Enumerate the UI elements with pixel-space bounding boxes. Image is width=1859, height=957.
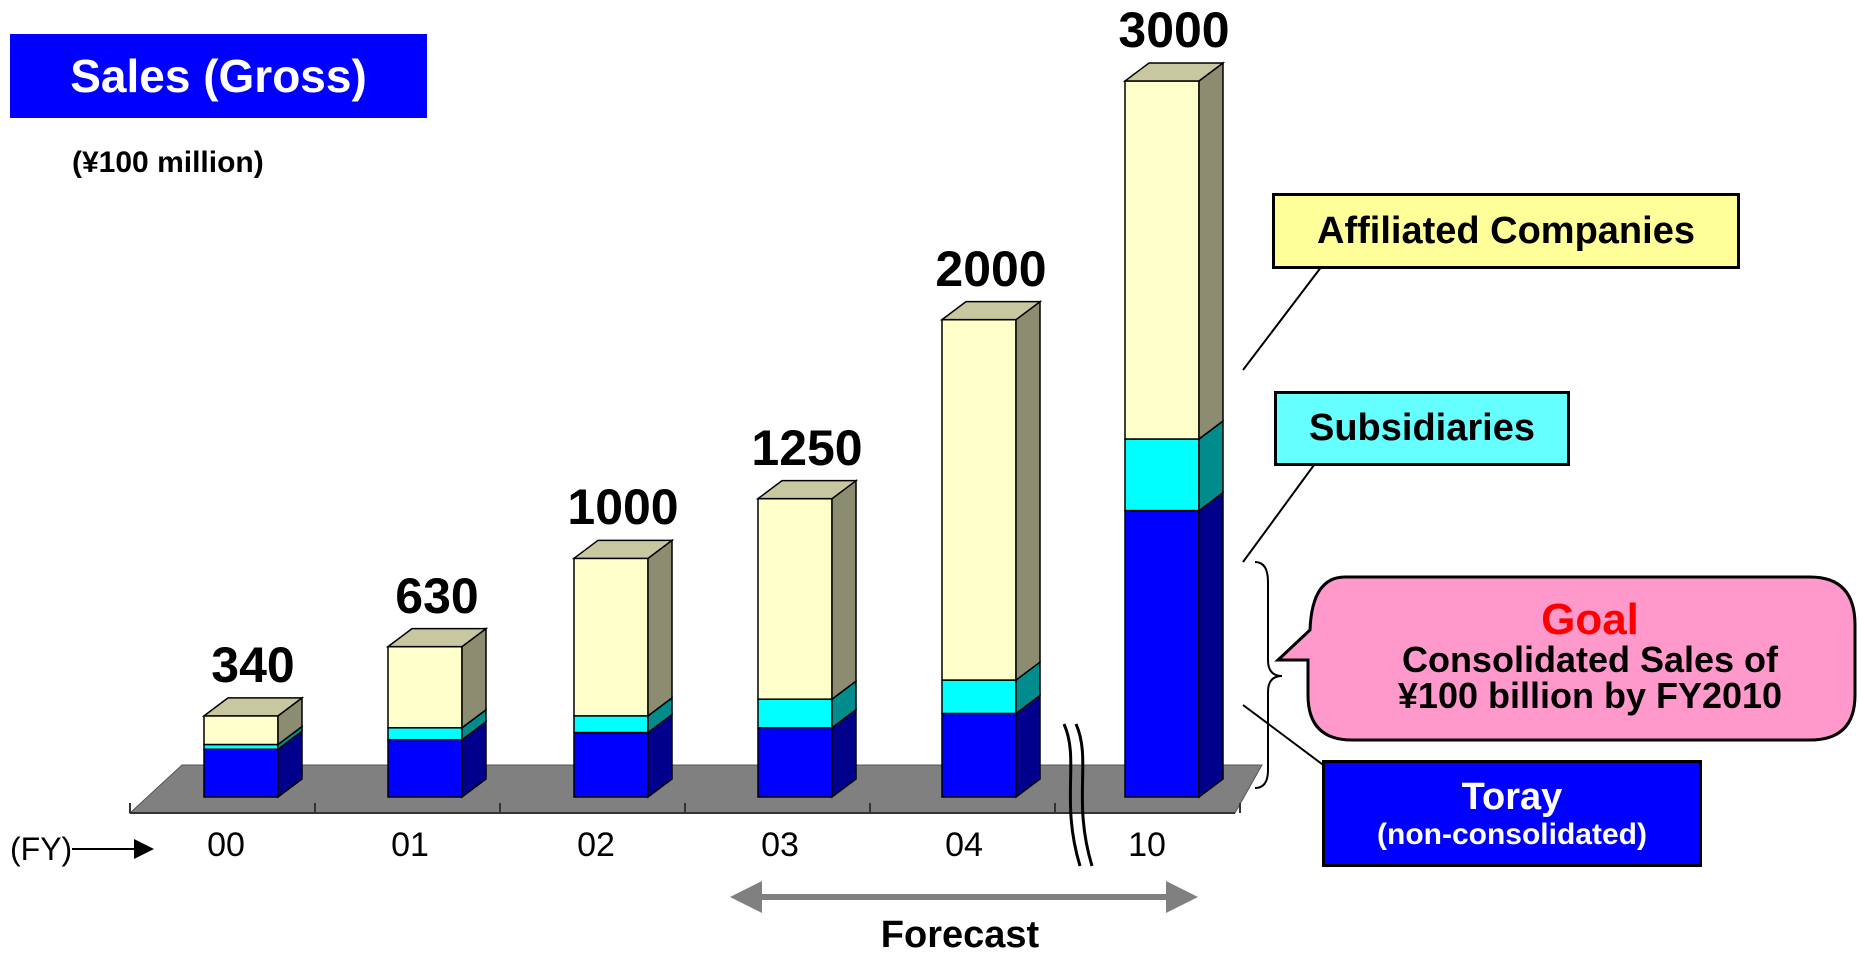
bar-01-toray-front xyxy=(387,738,463,798)
leader-subsidiaries xyxy=(1242,449,1326,563)
legend-subsidiaries: Subsidiaries xyxy=(1274,391,1570,466)
bar-10-toray-front xyxy=(1124,509,1200,798)
bar-04-top xyxy=(939,300,1043,321)
bar-10-affiliated-side xyxy=(1198,61,1224,441)
bar-00-top xyxy=(201,697,305,717)
legend-toray-line2: (non-consolidated) xyxy=(1377,817,1647,851)
bar-10-affiliated-front xyxy=(1124,80,1200,440)
legend-toray: Toray (non-consolidated) xyxy=(1322,760,1702,867)
bar-00-affiliated-front xyxy=(203,715,279,746)
fy-axis-label: (FY) xyxy=(10,831,73,867)
total-label-02: 1000 xyxy=(567,479,679,536)
total-label-03: 1250 xyxy=(751,419,863,476)
goal-callout-bubble xyxy=(1274,575,1857,742)
total-label-01: 630 xyxy=(395,567,479,624)
goal-line-2: ¥100 billion by FY2010 xyxy=(1397,675,1783,716)
bar-02-subsidiaries-front xyxy=(573,715,649,734)
bar-10-toray-side xyxy=(1198,491,1224,799)
chart-title: Sales (Gross) xyxy=(10,34,427,118)
total-label-00: 340 xyxy=(211,636,295,693)
category-label-04: 04 xyxy=(945,826,983,864)
forecast-arrow-right-head xyxy=(1166,881,1198,913)
bar-00-toray-front xyxy=(203,748,279,798)
category-label-01: 01 xyxy=(391,826,429,864)
bar-10-subsidiaries-front xyxy=(1124,438,1200,512)
bar-03-toray-front xyxy=(757,727,833,798)
bar-02-toray-front xyxy=(573,731,649,798)
bar-03-top xyxy=(755,479,859,500)
goal-line-1: Consolidated Sales of xyxy=(1401,639,1779,680)
category-label-10: 10 xyxy=(1128,826,1166,864)
bar-04-affiliated-front xyxy=(941,318,1017,681)
legend-toray-line1: Toray xyxy=(1461,775,1563,818)
total-label-04: 2000 xyxy=(935,240,1047,297)
category-label-03: 03 xyxy=(761,826,799,864)
bar-10-top xyxy=(1122,62,1226,82)
bar-03-affiliated-front xyxy=(757,497,833,700)
category-label-02: 02 xyxy=(577,826,615,864)
bar-01-affiliated-front xyxy=(387,645,463,729)
bar-01-subsidiaries-front xyxy=(387,727,463,741)
bar-04-toray-front xyxy=(941,712,1017,798)
forecast-arrow-left-head xyxy=(730,881,762,913)
goal-callout-text: Goal Consolidated Sales of ¥100 billion … xyxy=(1320,598,1859,714)
unit-label: (¥100 million) xyxy=(72,146,264,179)
bar-03-subsidiaries-front xyxy=(757,698,833,729)
bar-02-affiliated-side xyxy=(647,538,673,718)
bar-02-top xyxy=(571,539,675,560)
goal-title: Goal xyxy=(1541,595,1639,644)
axis-break-mark-1 xyxy=(1062,723,1082,867)
bar-02-affiliated-front xyxy=(573,557,649,717)
total-label-10: 3000 xyxy=(1118,2,1230,58)
category-label-00: 00 xyxy=(207,826,245,864)
bar-04-subsidiaries-front xyxy=(941,679,1017,715)
legend-affiliated-companies: Affiliated Companies xyxy=(1272,193,1740,269)
bar-01-top xyxy=(385,627,489,648)
leader-affiliated xyxy=(1242,261,1326,371)
bar-03-affiliated-side xyxy=(831,479,857,701)
axis-break-mark-2 xyxy=(1074,723,1094,867)
bar-04-affiliated-side xyxy=(1015,300,1041,682)
forecast-label: Forecast xyxy=(880,914,1040,956)
goal-brace xyxy=(1254,561,1283,789)
